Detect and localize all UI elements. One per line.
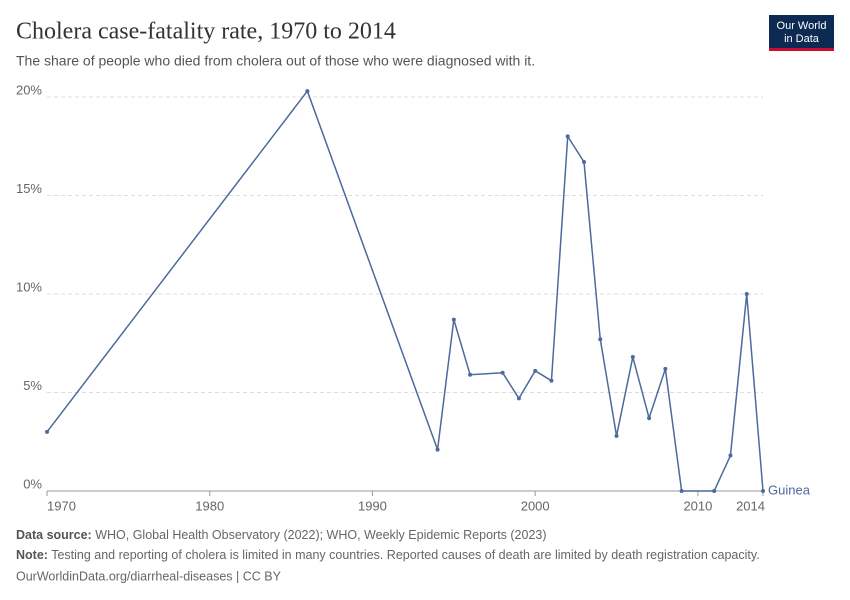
data-point — [728, 453, 733, 458]
data-point — [679, 489, 684, 493]
y-tick-label: 20% — [16, 82, 42, 97]
data-point — [516, 396, 521, 401]
y-tick-label: 0% — [23, 476, 42, 491]
data-point — [614, 433, 619, 438]
data-point — [435, 447, 440, 452]
y-tick-label: 15% — [16, 181, 42, 196]
data-point — [630, 355, 635, 360]
url[interactable]: OurWorldinData.org/diarrheal-diseases | … — [16, 569, 282, 583]
logo[interactable]: Our World in Data — [769, 15, 834, 51]
data-point — [582, 160, 586, 165]
logo-bar — [769, 48, 834, 51]
data-point — [500, 370, 505, 375]
note: Note: Testing and reporting of cholera i… — [16, 548, 760, 562]
y-tick-label: 10% — [16, 279, 42, 294]
logo-box — [769, 15, 834, 50]
x-tick-label: 1990 — [358, 498, 387, 513]
note-text: Testing and reporting of cholera is limi… — [51, 548, 759, 562]
data-point — [647, 416, 652, 421]
chart-subtitle: The share of people who died from choler… — [16, 53, 535, 69]
data-point — [45, 429, 49, 434]
chart-title: Cholera case-fatality rate, 1970 to 2014 — [16, 19, 396, 45]
data-point — [598, 337, 603, 342]
data-point — [761, 489, 765, 493]
x-tick-label: 1970 — [47, 498, 76, 513]
data-point — [663, 366, 668, 371]
data-point — [468, 372, 473, 377]
source-text: WHO, Global Health Observatory (2022); W… — [95, 528, 546, 542]
data-point — [565, 134, 570, 139]
data-point — [744, 292, 749, 296]
y-tick-label: 5% — [23, 378, 42, 393]
data-point — [549, 378, 554, 383]
data-point — [451, 317, 456, 322]
x-tick-label: 2000 — [521, 498, 550, 513]
source-label: Data source: — [16, 528, 92, 542]
logo-text: in Data — [784, 33, 820, 45]
data-point — [533, 368, 538, 373]
data-point — [305, 89, 310, 94]
logo-text: Our World — [777, 20, 827, 32]
series-line — [46, 89, 764, 492]
x-tick-label: 1980 — [195, 498, 224, 513]
note-label: Note: — [16, 548, 48, 562]
data-point — [712, 489, 717, 493]
x-tick-label: 2010 — [683, 498, 712, 513]
source: Data source: WHO, Global Health Observat… — [16, 528, 547, 542]
series-label: Guinea — [768, 482, 811, 497]
x-tick-label: 2014 — [736, 498, 765, 513]
